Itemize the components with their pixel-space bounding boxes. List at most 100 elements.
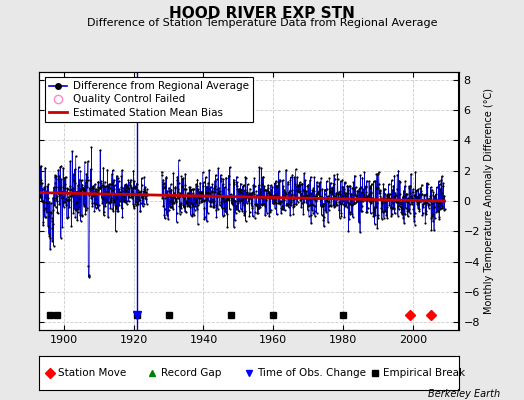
Point (245, 213, 254, 220)
Point (286, 188, 294, 194)
Point (295, 183, 303, 189)
Point (325, 207, 333, 213)
Point (366, 183, 375, 189)
Point (73, 217, 81, 223)
Point (52, 198, 61, 204)
Point (360, 169, 368, 175)
Point (352, 198, 361, 205)
Point (255, 188, 264, 195)
Point (193, 221, 202, 227)
Point (290, 195, 298, 202)
Point (193, 206, 201, 212)
Point (270, 198, 278, 204)
Point (228, 200, 237, 206)
Point (291, 195, 299, 201)
Point (420, 197, 428, 203)
Point (358, 198, 367, 205)
Point (96, 185, 104, 191)
Point (59, 184, 67, 190)
Point (211, 188, 220, 195)
Point (224, 194, 232, 200)
Point (62, 197, 71, 203)
Point (315, 193, 324, 199)
Point (365, 192, 373, 198)
Point (374, 215, 383, 222)
Point (243, 194, 252, 200)
Text: HOOD RIVER EXP STN: HOOD RIVER EXP STN (169, 6, 355, 21)
Point (428, 200, 436, 206)
Point (278, 195, 287, 201)
Point (268, 184, 277, 190)
Point (261, 202, 269, 209)
Point (409, 186, 417, 193)
Point (189, 203, 198, 209)
Point (332, 191, 341, 197)
Point (177, 173, 185, 180)
Point (283, 202, 291, 208)
Point (414, 186, 422, 192)
Point (401, 211, 409, 217)
Point (40, 205, 49, 212)
Point (122, 184, 130, 190)
Point (163, 192, 172, 199)
Point (187, 186, 195, 193)
Point (421, 208, 430, 214)
Point (183, 202, 192, 208)
Point (78, 212, 86, 218)
Point (318, 203, 326, 210)
Point (310, 174, 319, 180)
Point (354, 197, 363, 203)
Point (230, 179, 238, 186)
Point (362, 184, 370, 190)
Point (257, 195, 266, 202)
Point (427, 184, 435, 190)
Point (129, 203, 138, 209)
Point (122, 182, 130, 188)
Point (379, 181, 388, 187)
Point (399, 215, 407, 221)
Point (226, 164, 234, 170)
Point (131, 184, 139, 191)
Point (237, 187, 245, 193)
Point (312, 198, 320, 204)
Point (270, 180, 279, 186)
Point (333, 196, 341, 202)
Point (158, 181, 167, 187)
Point (294, 189, 303, 196)
Point (175, 194, 183, 200)
Point (66, 183, 74, 190)
Point (252, 188, 260, 194)
Point (400, 183, 409, 190)
Point (54, 167, 62, 173)
Point (97, 180, 105, 186)
Point (315, 180, 323, 186)
Point (408, 201, 416, 207)
Point (411, 169, 420, 175)
Point (406, 210, 414, 216)
Point (432, 184, 441, 190)
Point (317, 175, 325, 181)
Point (379, 186, 388, 192)
Point (362, 189, 370, 195)
Point (143, 200, 151, 207)
Point (209, 198, 217, 204)
Point (361, 184, 369, 191)
Point (362, 209, 370, 216)
Point (139, 192, 147, 198)
Point (230, 224, 238, 230)
Point (225, 180, 233, 187)
Point (102, 199, 110, 205)
Point (328, 191, 336, 198)
Point (232, 202, 240, 209)
Point (323, 195, 332, 202)
Point (335, 215, 344, 221)
Point (134, 201, 143, 207)
Point (216, 178, 225, 184)
Point (123, 201, 131, 207)
Point (293, 188, 302, 194)
Point (344, 228, 353, 235)
Point (71, 180, 80, 186)
Point (61, 181, 69, 188)
Point (311, 212, 319, 219)
Point (259, 186, 268, 192)
